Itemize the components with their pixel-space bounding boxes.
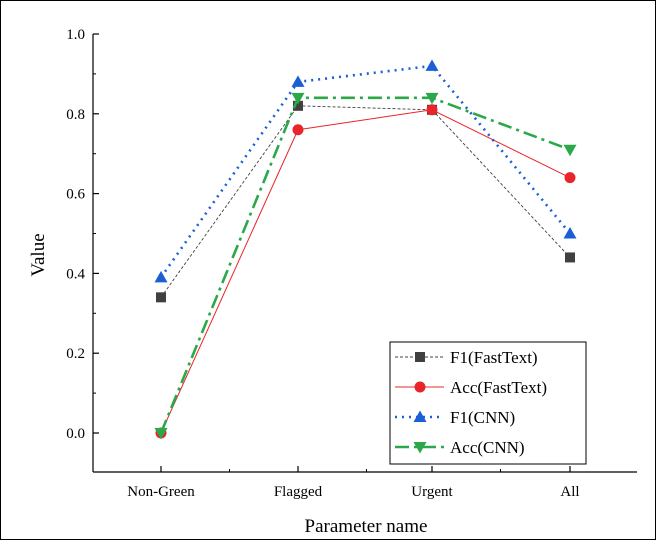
- x-axis-title: Parameter name: [305, 516, 428, 537]
- y-tick-label: 0.0: [66, 426, 85, 442]
- x-tick-label: All: [560, 484, 579, 500]
- legend-item: Acc(FastText): [395, 378, 547, 397]
- data-point: [564, 172, 576, 184]
- data-point: [563, 144, 577, 157]
- data-point: [291, 92, 305, 105]
- legend-marker: [414, 381, 426, 393]
- series-line: [159, 96, 571, 434]
- legend-item: F1(CNN): [395, 408, 515, 427]
- legend-label: F1(CNN): [450, 408, 515, 427]
- data-point: [292, 124, 304, 136]
- legend-label: Acc(CNN): [450, 438, 525, 457]
- series-3: [154, 59, 577, 283]
- legend: F1(FastText) Acc(FastText) F1(CNN) Acc(CNN): [389, 341, 587, 465]
- data-point: [565, 252, 575, 263]
- series-line: [160, 109, 571, 434]
- y-axis-title: Value: [28, 233, 49, 276]
- y-tick-label: 0.8: [66, 107, 85, 123]
- y-tick-label: 0.2: [66, 346, 85, 362]
- x-tick-label: Non-Green: [127, 484, 195, 500]
- data-point: [563, 227, 577, 239]
- data-point: [425, 92, 439, 105]
- data-point: [291, 75, 305, 87]
- data-point: [154, 428, 168, 440]
- x-tick-label: Urgent: [411, 484, 453, 500]
- data-point: [425, 59, 439, 71]
- series-4: [154, 92, 577, 440]
- legend-marker: [415, 352, 425, 362]
- data-point: [293, 100, 303, 111]
- legend-item: Acc(CNN): [395, 438, 525, 457]
- legend-marker: [413, 442, 427, 454]
- data-point: [154, 270, 168, 283]
- y-tick-label: 0.4: [66, 266, 85, 282]
- y-tick-label: 0.6: [66, 187, 85, 203]
- series-line: [160, 105, 571, 298]
- y-tick-label: 1.0: [66, 27, 85, 43]
- x-tick-label: Flagged: [274, 484, 323, 500]
- data-point: [156, 292, 166, 303]
- legend-marker: [413, 410, 427, 422]
- legend-item: F1(FastText): [395, 348, 538, 367]
- plot-area: 0.0 0.2 0.4 0.6 0.8 1.0 Non-Green Flagged Urgent…: [66, 27, 637, 500]
- series-line: [159, 64, 572, 279]
- legend-label: Acc(FastText): [450, 378, 547, 397]
- data-point: [426, 104, 438, 116]
- legend-label: F1(FastText): [450, 348, 538, 367]
